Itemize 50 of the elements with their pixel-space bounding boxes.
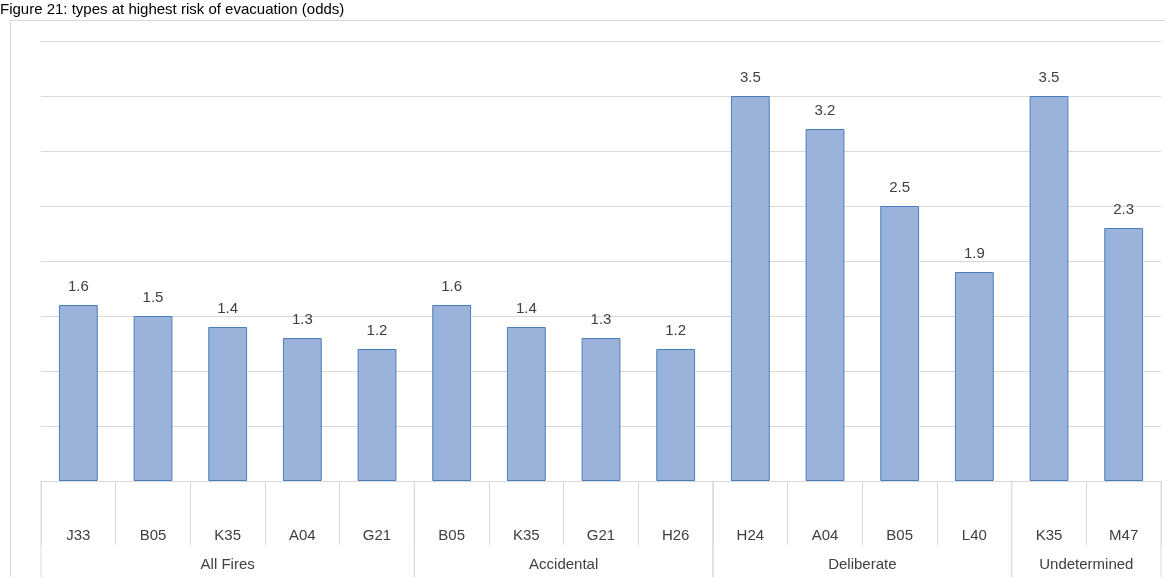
x-tick-label: K35 [214,526,242,543]
bar [880,206,920,481]
x-tick-label: B05 [886,526,914,543]
x-tick-label: K35 [512,526,540,543]
bar [357,349,397,481]
x-tick-label: G21 [362,526,392,543]
bar [1104,228,1144,481]
bar [730,96,770,481]
data-label: 1.6 [67,277,89,294]
x-tick-label: J33 [66,526,91,543]
bar [506,327,546,481]
x-tick-label: H24 [736,526,765,543]
bar [282,338,322,481]
data-label: 2.3 [1113,200,1135,217]
text: All Fires [200,554,255,572]
x-tick-label: B05 [139,526,167,543]
bar [1029,96,1069,481]
chart-title: Figure 21: types at highest risk of evacuation (odds) [0,0,345,17]
data-label: 1.4 [515,299,537,316]
bar [432,305,472,481]
bar [954,272,994,481]
x-tick-label: A04 [811,526,839,543]
data-label: 1.3 [590,310,612,327]
data-label: 1.2 [366,321,388,338]
x-tick-label: K35 [1035,526,1063,543]
text: Undetermined [1039,554,1134,572]
data-label: 3.5 [1038,68,1060,85]
x-tick-label: M47 [1109,526,1139,543]
bar [133,316,173,481]
data-label: 1.6 [441,277,463,294]
data-label: 1.9 [963,244,985,261]
bar [208,327,248,481]
data-label: 1.5 [142,288,164,305]
x-tick-label: B05 [438,526,466,543]
bar [581,338,621,481]
bar [58,305,98,481]
text: Accidental [529,554,599,572]
data-label: 3.2 [814,101,836,118]
x-tick-label: L40 [961,526,987,543]
x-tick-label: G21 [586,526,616,543]
bar [656,349,696,481]
data-label: 3.5 [739,68,761,85]
data-label: 2.5 [889,178,911,195]
data-label: 1.2 [665,321,687,338]
text: Deliberate [828,554,897,572]
data-label: 1.4 [217,299,239,316]
bar [805,129,845,481]
x-tick-label: A04 [288,526,316,543]
x-tick-label: H26 [661,526,690,543]
data-label: 1.3 [291,310,313,327]
